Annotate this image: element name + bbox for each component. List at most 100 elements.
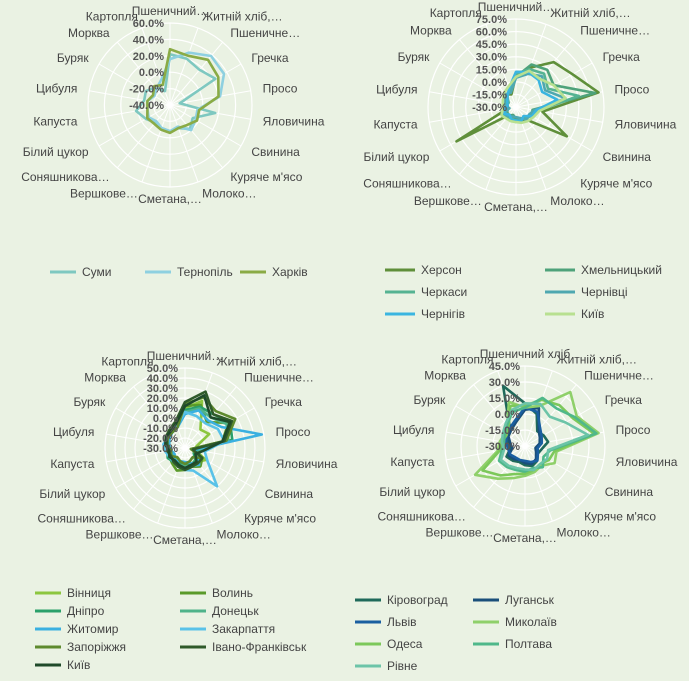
category-label: Пшеничне… [580, 23, 650, 37]
category-label: Просо [615, 83, 650, 97]
legend-entry: Запоріжжя [35, 640, 126, 654]
legend-label: Дніпро [67, 604, 105, 618]
tick-label: 20.0% [147, 393, 178, 405]
category-label: Житній хліб,… [557, 353, 637, 367]
series-line-6 [497, 396, 598, 473]
category-label: Житній хліб,… [550, 6, 630, 20]
grid-spoke [473, 384, 526, 447]
tick-label: 0.0% [482, 77, 507, 89]
category-label: Морква [410, 23, 452, 37]
category-label: Яловичина [263, 114, 325, 128]
legend-label: Київ [67, 658, 90, 672]
series-line-3 [146, 47, 220, 135]
category-label: Картопля [441, 353, 493, 367]
category-label: Морква [68, 26, 110, 40]
category-label: Білий цукор [379, 485, 445, 499]
category-label: Білий цукор [39, 487, 105, 501]
category-label: Капуста [50, 457, 94, 471]
legend-label: Рівне [387, 659, 418, 673]
grid-spoke [446, 431, 526, 447]
legend-entry: Чернігів [385, 307, 465, 321]
series-line-6 [500, 69, 567, 125]
category-label: Житній хліб,… [202, 10, 282, 24]
category-label: Сметана,… [493, 531, 557, 545]
category-label: Просо [263, 82, 298, 96]
grid-spoke [115, 407, 186, 449]
category-label: Білий цукор [364, 150, 430, 164]
category-label: Свинина [603, 150, 652, 164]
category-label: Пшеничне… [244, 371, 314, 385]
legend-entry: Дніпро [35, 604, 105, 618]
legend-entry: Одеса [355, 637, 423, 651]
tick-label: 15.0% [476, 64, 507, 76]
category-label: Куряче м'ясо [580, 177, 652, 191]
legend-entry: Вінниця [35, 586, 111, 600]
category-label: Гречка [605, 393, 643, 407]
grid-spoke [89, 104, 171, 120]
legend-label: Запоріжжя [67, 640, 126, 654]
tick-label: 40.0% [133, 34, 164, 46]
tick-label: -30.0% [485, 441, 520, 453]
category-label: Вершкове… [70, 186, 138, 200]
category-label: Буряк [398, 50, 431, 64]
legend-label: Закарпаття [212, 622, 275, 636]
category-label: Вершкове… [414, 194, 482, 208]
tick-label: 45.0% [489, 361, 520, 373]
category-label: Свинина [251, 145, 300, 159]
legend-label: Івано-Франківськ [212, 640, 307, 654]
tick-label: -30.0% [472, 102, 507, 114]
category-label: Куряче м'ясо [244, 512, 316, 526]
legend-label: Одеса [387, 637, 423, 651]
grid-spoke [169, 104, 242, 147]
legend-entry: Київ [545, 307, 604, 321]
tick-label: 0.0% [153, 413, 178, 425]
tick-label: -15.0% [485, 425, 520, 437]
category-label: Куряче м'ясо [230, 170, 302, 184]
legend-entry: Харків [240, 265, 308, 279]
category-label: Просо [276, 425, 311, 439]
series-line-2 [507, 406, 542, 466]
legend-label: Луганськ [505, 593, 555, 607]
tick-label: 10.0% [147, 403, 178, 415]
legend-entry: Волинь [180, 586, 253, 600]
grid-spoke [98, 104, 171, 147]
category-label: Молоко… [550, 194, 604, 208]
category-label: Пшеничний… [478, 0, 555, 14]
tick-label: -20.0% [143, 433, 178, 445]
category-label: Гречка [603, 50, 641, 64]
radar-chart-1: 60.0% 40.0% 20.0% 0.0% -20.0% -40.0% Пшеничний… [21, 4, 325, 279]
grid-spoke [524, 445, 577, 508]
legend-entry: Рівне [355, 659, 418, 673]
category-label: Молоко… [217, 528, 271, 542]
series-line-2 [146, 51, 226, 133]
radar-chart-3: 50.0%40.0%30.0%20.0%10.0%0.0%-10.0%-20.0… [35, 349, 338, 672]
category-label: Свинина [265, 487, 314, 501]
legend-entry: Кіровоград [355, 593, 448, 607]
category-label: Молоко… [557, 526, 611, 540]
series-line-5 [167, 409, 264, 467]
tick-label: 45.0% [476, 39, 507, 51]
legend-label: Миколаїв [505, 615, 557, 629]
category-label: Буряк [74, 395, 107, 409]
legend-label: Вінниця [67, 586, 111, 600]
category-label: Картопля [101, 355, 153, 369]
legend-entry: Луганськ [473, 593, 555, 607]
grid-spoke [473, 445, 526, 508]
grid-spoke [157, 372, 186, 449]
category-label: Молоко… [202, 186, 256, 200]
category-label: Просо [616, 423, 651, 437]
legend-entry: Івано-Франківськ [180, 640, 307, 654]
legend-entry: Київ [35, 658, 90, 672]
legend-entry: Херсон [385, 263, 462, 277]
category-label: Гречка [265, 395, 303, 409]
legend-label: Полтава [505, 637, 552, 651]
grid-spoke [169, 104, 199, 183]
tick-label: 75.0% [476, 14, 507, 26]
legend-label: Кіровоград [387, 593, 448, 607]
legend-entry: Суми [50, 265, 111, 279]
tick-label: 40.0% [147, 373, 178, 385]
tick-label: 60.0% [133, 18, 164, 30]
grid-spoke [169, 90, 251, 106]
series-line-7 [499, 401, 590, 472]
